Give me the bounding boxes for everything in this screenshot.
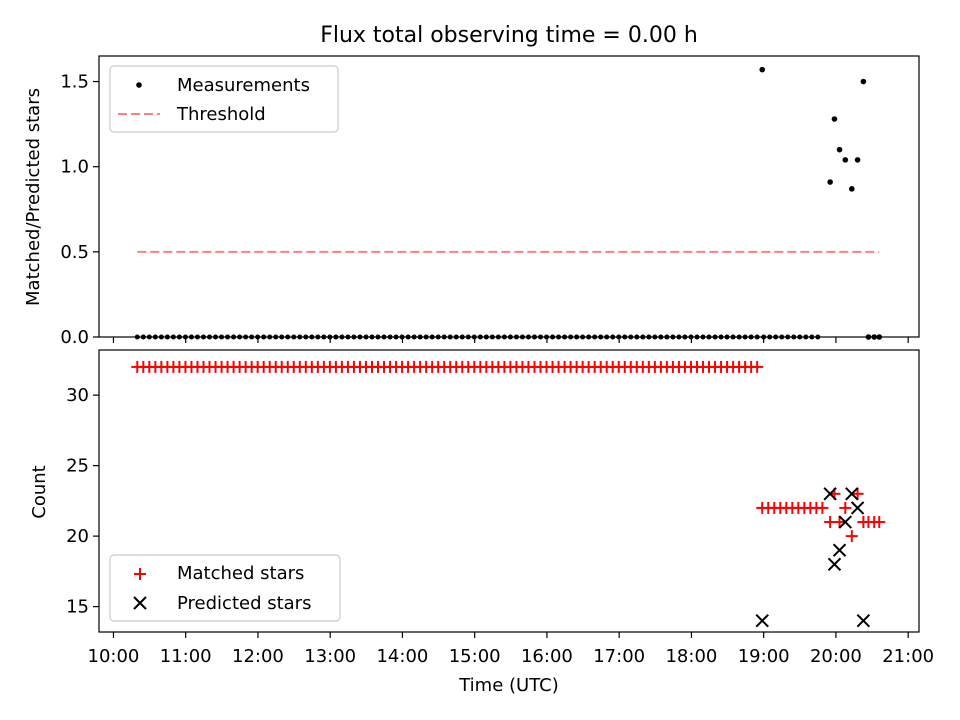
top-x-ticks bbox=[112, 337, 909, 343]
measurement-point bbox=[860, 78, 867, 85]
measurement-point bbox=[831, 116, 838, 122]
x-tick-label: 11:00 bbox=[160, 646, 212, 667]
matched-star-point bbox=[839, 501, 852, 514]
predicted-star-point bbox=[856, 614, 871, 628]
legend-threshold-label: Threshold bbox=[176, 104, 266, 125]
top-y-tick-label: 0.5 bbox=[60, 242, 89, 263]
bottom-axes-frame bbox=[98, 349, 920, 633]
top-legend-box bbox=[109, 65, 339, 133]
bottom-x-ticks: 10:00 11:00 12:00 13:00 14:00 15:00 16:00 17:00… bbox=[88, 632, 934, 667]
top-y-axis-label: Matched/Predicted stars bbox=[23, 88, 44, 306]
x-tick-label: 13:00 bbox=[304, 646, 356, 667]
x-tick-label: 18:00 bbox=[665, 646, 717, 667]
chart-title: Flux total observing time = 0.00 h bbox=[320, 23, 698, 48]
x-axis-label: Time (UTC) bbox=[458, 675, 559, 696]
x-tick-label: 20:00 bbox=[810, 646, 862, 667]
measurement-point bbox=[827, 179, 833, 185]
top-y-tick-label: 1.0 bbox=[60, 157, 89, 178]
predicted-star-b bbox=[827, 557, 842, 572]
predicted-star-b bbox=[755, 614, 769, 628]
top-legend: Measurements Threshold bbox=[109, 65, 339, 133]
measurement-point bbox=[842, 157, 849, 163]
measurement-point bbox=[759, 66, 766, 73]
predicted-star-point bbox=[755, 614, 769, 628]
x-tick-label: 17:00 bbox=[593, 646, 645, 667]
top-y-ticks: 0.0 0.5 1.0 1.5 bbox=[60, 72, 99, 348]
legend-measurements-label: Measurements bbox=[177, 75, 310, 96]
measurement-point bbox=[854, 157, 861, 163]
bottom-legend-box bbox=[109, 554, 341, 622]
predicted-star-point bbox=[832, 543, 847, 557]
predicted-star-point bbox=[827, 557, 842, 572]
legend-matched-marker bbox=[134, 568, 146, 580]
predicted-star-b bbox=[856, 614, 871, 628]
legend-measurements-marker bbox=[136, 82, 142, 88]
measurement-point bbox=[849, 186, 855, 192]
matched-star-point bbox=[845, 530, 858, 543]
top-y-tick-label: 0.0 bbox=[60, 327, 89, 348]
x-tick-label: 14:00 bbox=[376, 646, 428, 667]
predicted-star-point bbox=[823, 487, 837, 501]
x-tick-label: 19:00 bbox=[738, 646, 790, 667]
top-y-tick-label: 1.5 bbox=[60, 72, 89, 93]
x-tick-label: 21:00 bbox=[882, 646, 934, 667]
matched-star-point bbox=[851, 487, 864, 500]
legend-predicted-label: Predicted stars bbox=[177, 593, 311, 614]
matched-star-point bbox=[873, 516, 886, 529]
measurement-point bbox=[836, 146, 843, 153]
predicted-star-point bbox=[838, 515, 853, 529]
bottom-y-tick-label: 15 bbox=[66, 597, 89, 618]
bottom-y-tick-label: 25 bbox=[66, 456, 89, 477]
predicted-star-b bbox=[832, 543, 847, 557]
bottom-y-tick-label: 30 bbox=[66, 385, 89, 406]
bottom-legend: Matched stars Predicted stars bbox=[109, 554, 341, 622]
predicted-star-b bbox=[845, 487, 859, 501]
predicted-star-point bbox=[845, 487, 859, 501]
matched-star-point bbox=[833, 516, 846, 529]
predicted-star-b bbox=[850, 501, 865, 515]
predicted-star-b bbox=[838, 515, 853, 529]
top-axes-frame bbox=[98, 55, 920, 338]
legend-predicted-marker bbox=[133, 596, 147, 610]
bottom-marks bbox=[131, 360, 886, 628]
x-tick-label: 10:00 bbox=[88, 646, 140, 667]
bottom-y-ticks: 15 20 25 30 bbox=[66, 385, 99, 618]
x-tick-label: 12:00 bbox=[232, 646, 284, 667]
predicted-star-b bbox=[823, 487, 837, 501]
top-panel: 0.0 0.5 1.0 1.5 Matched/Predicted stars Mea… bbox=[23, 55, 920, 348]
matched-star-point bbox=[816, 501, 829, 514]
x-tick-label: 15:00 bbox=[449, 646, 501, 667]
x-tick-label: 16:00 bbox=[521, 646, 573, 667]
predicted-star-point bbox=[850, 501, 865, 515]
matched-star-point bbox=[751, 360, 764, 373]
legend-matched-label: Matched stars bbox=[177, 563, 304, 584]
bottom-y-axis-label: Count bbox=[29, 465, 50, 518]
bottom-y-tick-label: 20 bbox=[66, 526, 89, 547]
